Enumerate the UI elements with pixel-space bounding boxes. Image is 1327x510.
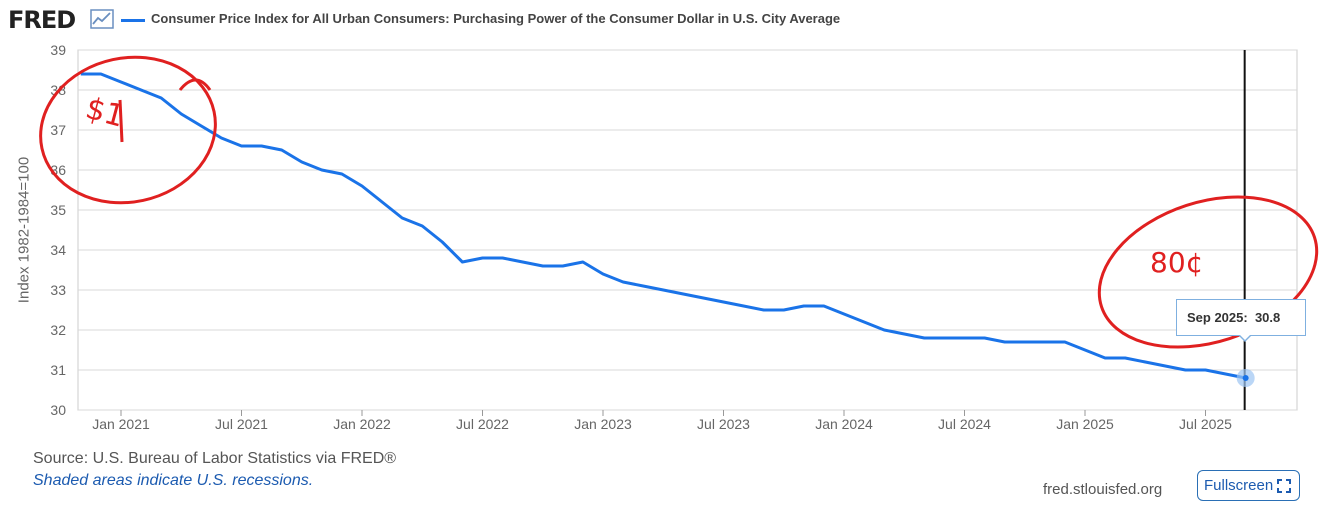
tooltip-pointer (1238, 334, 1252, 342)
chart-title: Consumer Price Index for All Urban Consu… (151, 11, 841, 26)
y-tick-label: 35 (50, 202, 66, 218)
site-url[interactable]: fred.stlouisfed.org (1043, 481, 1163, 498)
x-tick-label: Jul 2022 (456, 416, 509, 432)
fred-logo[interactable]: FRED (8, 6, 76, 34)
y-tick-label: 37 (50, 122, 66, 138)
series-line (80, 72, 1246, 380)
annotation-tick-left (118, 99, 124, 143)
fullscreen-label: Fullscreen (1204, 477, 1274, 494)
x-tick-label: Jul 2025 (1179, 416, 1232, 432)
source-prefix: Source: (33, 450, 93, 467)
y-tick-label: 39 (50, 42, 66, 58)
x-tick-label: Jul 2021 (215, 416, 268, 432)
x-tick-label: Jan 2022 (333, 416, 391, 432)
source-note: Source: U.S. Bureau of Labor Statistics … (33, 450, 396, 468)
data-point (1242, 375, 1249, 381)
x-tick-label: Jul 2024 (938, 416, 991, 432)
legend-swatch (121, 19, 145, 22)
y-tick-label: 31 (50, 362, 66, 378)
x-tick-label: Jul 2023 (697, 416, 750, 432)
tooltip-value: 30.8 (1254, 310, 1281, 325)
header-bar: FRED Consumer Price Index for All Urban … (0, 0, 1327, 40)
annotation-circle-left (39, 55, 217, 205)
fullscreen-button[interactable]: Fullscreen (1197, 470, 1300, 501)
trend-chart-icon (90, 9, 114, 29)
tooltip-date: Sep 2025: (1187, 310, 1248, 325)
y-tick-label: 32 (50, 322, 66, 338)
source-text: U.S. Bureau of Labor Statistics via FRED… (92, 450, 397, 467)
data-tooltip: Sep 2025: 30.8 (1176, 299, 1306, 336)
y-axis-label: Index 1982-1984=100 (15, 156, 33, 304)
x-tick-label: Jan 2024 (815, 416, 873, 432)
x-tick-label: Jan 2025 (1056, 416, 1114, 432)
expand-icon (1277, 478, 1292, 493)
recession-note[interactable]: Shaded areas indicate U.S. recessions. (33, 472, 314, 489)
x-tick-label: Jan 2021 (92, 416, 150, 432)
annotation-circle-right (1097, 195, 1319, 349)
annotation-stroke-left (178, 78, 212, 91)
annotation-text-right: 80¢ (1150, 246, 1203, 279)
x-tick-label: Jan 2023 (574, 416, 632, 432)
y-tick-label: 34 (50, 242, 66, 258)
plot-area (77, 49, 1298, 411)
y-tick-label: 33 (50, 282, 66, 298)
y-tick-label: 30 (50, 402, 66, 418)
